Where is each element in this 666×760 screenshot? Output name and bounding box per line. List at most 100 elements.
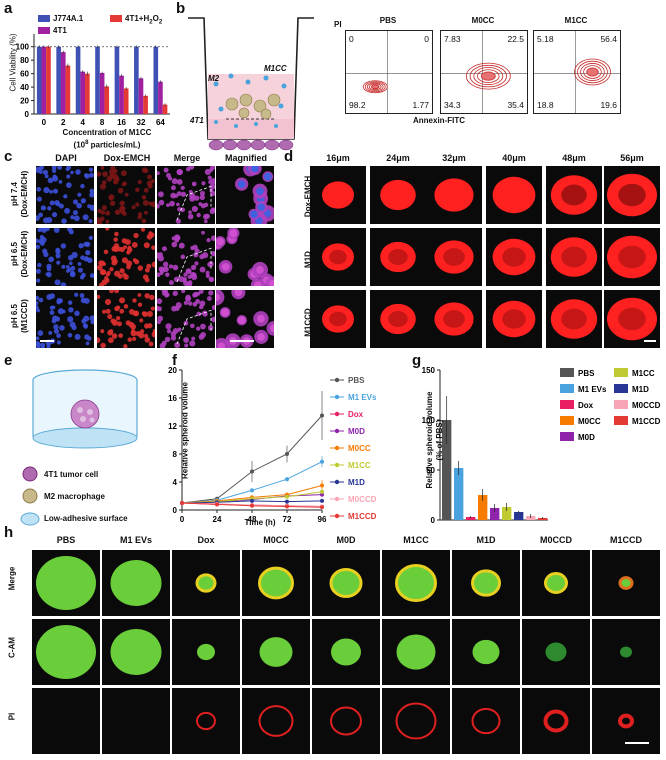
e-legend-icons — [20, 466, 40, 526]
h-image-r1-c7 — [452, 550, 520, 616]
g-ylabel-1: Relative spheroid volume — [425, 391, 434, 489]
f-legend-marker — [334, 445, 340, 451]
c-micrograph-r1-c1 — [36, 166, 94, 224]
g-legend-swatch — [614, 400, 628, 409]
f-legend-marker — [334, 377, 340, 383]
a-xtick-label: 64 — [156, 118, 165, 127]
d-spheroid-r1-c4 — [486, 166, 542, 224]
a-bar — [46, 46, 51, 114]
facs-plot-1: 7.83 22.5 34.3 35.4 — [440, 30, 528, 114]
c-micrograph-r1-c4 — [216, 166, 274, 224]
g-legend-swatch — [560, 416, 574, 425]
d-col-5: 56μm — [620, 153, 644, 163]
d-spheroid-r1-c3 — [426, 166, 482, 224]
h-image-r2-c7 — [452, 619, 520, 685]
g-bar — [478, 495, 488, 520]
viability-xlabel: Concentration of M1CC (108 particles/mL) — [52, 128, 162, 151]
a-ytick-label: 100 — [16, 43, 30, 52]
a-bar — [123, 88, 129, 114]
c-micrograph-r2-c3 — [157, 228, 215, 286]
f-point — [320, 483, 324, 488]
legend-h2o2-o: O — [152, 14, 159, 23]
panel-label-a: a — [4, 0, 13, 17]
facs-contour-2 — [534, 31, 620, 113]
g-bar — [490, 508, 500, 520]
g-bar — [514, 512, 524, 520]
g-legend-label: PBS — [578, 369, 595, 378]
e-legend-tumor: 4T1 tumor cell — [44, 470, 99, 479]
g-legend-swatch — [560, 432, 574, 441]
legend-j774-label: J774A.1 — [53, 14, 84, 23]
h-image-r3-c2 — [102, 688, 170, 754]
f-legend-marker — [334, 513, 340, 519]
g-ytick-label: 150 — [422, 366, 436, 375]
f-point — [285, 504, 289, 509]
h-image-r1-c8 — [522, 550, 590, 616]
facs-quadrant-ll: 98.2 — [349, 100, 366, 110]
f-xlabel: Time (h) — [244, 518, 276, 527]
h-image-r2-c3 — [172, 619, 240, 685]
f-point — [250, 503, 254, 508]
facs-quadrant-ul: 7.83 — [444, 34, 461, 44]
h-image-r2-c8 — [522, 619, 590, 685]
g-bar — [442, 420, 452, 520]
g-legend-label: Dox — [578, 401, 594, 410]
f-point — [215, 502, 219, 507]
h-col-1: M1 EVs — [119, 535, 152, 545]
a-bar — [104, 86, 110, 114]
d-spheroid-r2-c6 — [604, 228, 660, 286]
viability-xlabel-line1: Concentration of M1CC — [62, 128, 152, 137]
h-image-r3-c8 — [522, 688, 590, 754]
d-col-0: 16μm — [326, 153, 350, 163]
a-bar — [162, 104, 168, 114]
legend-4t1-label: 4T1 — [53, 26, 67, 35]
h-row-merge: Merge — [7, 566, 17, 591]
facs-quadrant-ur: 0 — [424, 34, 429, 44]
f-legend-label: M0D — [348, 427, 365, 436]
a-bar — [41, 46, 47, 114]
h-image-r1-c5 — [312, 550, 380, 616]
f-ytick-label: 8 — [173, 450, 178, 459]
a-ytick-label: 0 — [25, 110, 30, 119]
viability-xlabel-sup: 8 — [85, 140, 89, 146]
d-col-2: 32μm — [442, 153, 466, 163]
g-legend-swatch — [614, 416, 628, 425]
spheroid-schematic — [32, 369, 138, 449]
d-spheroid-r3-c6 — [604, 290, 660, 348]
legend-h2o2: 4T1+H2O2 — [110, 14, 162, 26]
d-spheroid-r2-c1 — [310, 228, 366, 286]
a-bar — [65, 65, 71, 114]
f-legend-label: M1CC — [348, 461, 371, 470]
f-ylabel: Relative spheroid volume — [180, 382, 190, 479]
facs-title-0: PBS — [379, 16, 397, 25]
a-bar — [80, 71, 86, 114]
f-xtick-label: 24 — [213, 515, 222, 524]
d-spheroid-r3-c3 — [426, 290, 482, 348]
c-row-3-l1: pH 6.5 — [10, 304, 19, 329]
panel-label-b: b — [176, 0, 186, 17]
h-image-r3-c4 — [242, 688, 310, 754]
c-row-2-l2: (Dox-EMCH) — [20, 230, 29, 278]
d-row-dox: Dox-EMCH — [303, 175, 313, 218]
a-bar — [99, 72, 105, 114]
f-legend-label: M0CC — [348, 444, 371, 453]
c-micrograph-r1-c2 — [97, 166, 155, 224]
a-bar — [56, 46, 61, 114]
viability-bar-chart: 0 20 40 60 80 100 0 2 4 8 16 32 64 — [16, 34, 170, 127]
h-image-r2-c6 — [382, 619, 450, 685]
facs-quadrant-lr: 19.6 — [600, 100, 617, 110]
g-legend-label: M0CC — [578, 417, 601, 426]
h-image-r2-c4 — [242, 619, 310, 685]
c-micrograph-r2-c2 — [97, 228, 155, 286]
legend-swatch-h2o2 — [110, 15, 122, 23]
f-point — [285, 477, 289, 482]
f-point — [285, 452, 289, 456]
transwell-schematic — [188, 17, 314, 151]
d-spheroid-r3-c5 — [546, 290, 602, 348]
a-ytick-label: 40 — [20, 83, 29, 92]
d-spheroid-r1-c6 — [604, 166, 660, 224]
g-legend-label: M0CCD — [632, 401, 661, 410]
facs-annexin-axis: Annexin-FITC — [413, 116, 465, 125]
a-xtick-label: 8 — [100, 118, 105, 127]
